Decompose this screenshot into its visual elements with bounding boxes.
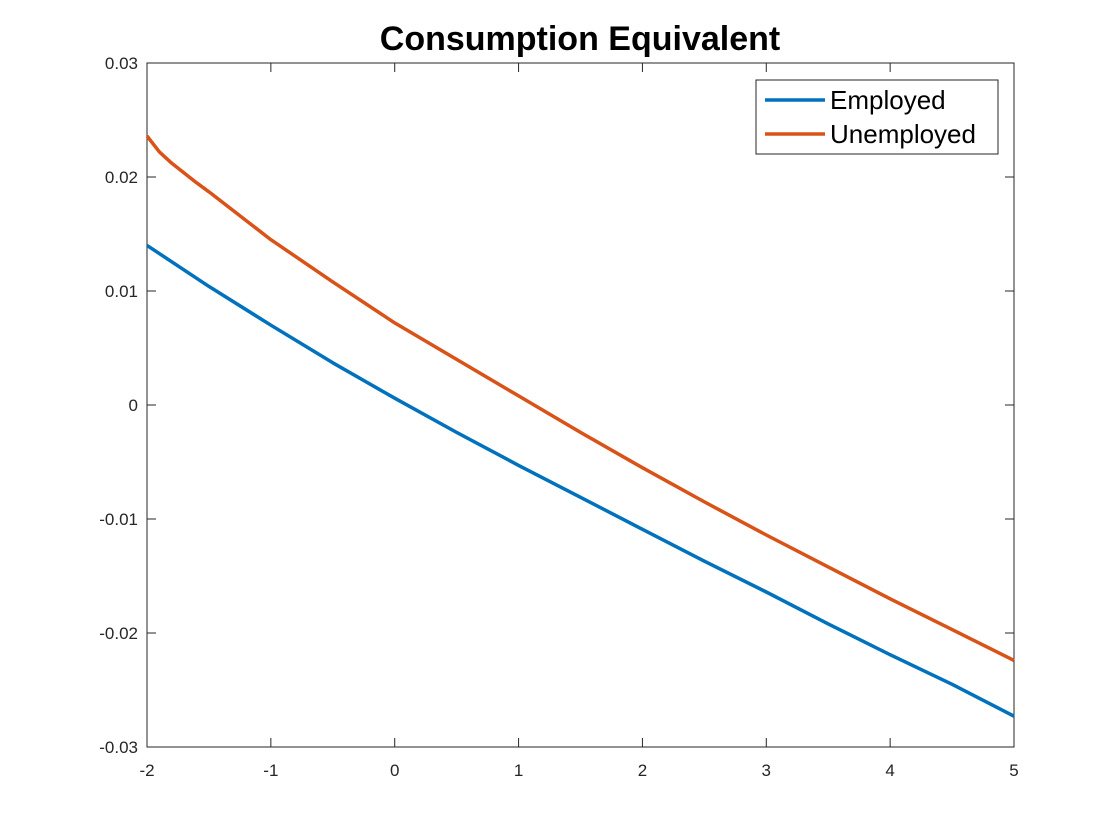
y-tick-label: 0.02 (105, 168, 138, 187)
x-tick-label: 2 (638, 761, 647, 780)
x-tick-label: 0 (390, 761, 399, 780)
y-tick-label: 0.01 (105, 282, 138, 301)
chart-title: Consumption Equivalent (380, 20, 780, 58)
y-tick-label: -0.02 (99, 624, 138, 643)
series-lines (145, 134, 1015, 718)
x-tick-label: 4 (885, 761, 894, 780)
y-tick-label: -0.03 (99, 738, 138, 757)
x-tick-label: 1 (514, 761, 523, 780)
series-line-employed (146, 243, 1015, 718)
axis-ticks (146, 62, 1015, 748)
plot-area-frame (146, 62, 1015, 748)
y-tick-label: 0.03 (105, 54, 138, 73)
series-line-unemployed (145, 134, 1015, 662)
axis-tick-labels: -2 -1 0 1 2 3 4 5 -0.03 -0.02 -0.01 0 0.01 0.02 0.03 (99, 54, 1018, 780)
legend-box (755, 79, 999, 155)
y-tick-label: 0 (129, 396, 138, 415)
x-tick-label: -2 (139, 761, 154, 780)
x-tick-label: -1 (263, 761, 278, 780)
legend-label-employed: Employed (830, 85, 946, 115)
x-tick-label: 3 (762, 761, 771, 780)
y-tick-label: -0.01 (99, 510, 138, 529)
legend: Employed Unemployed (755, 79, 999, 155)
x-tick-label: 5 (1009, 761, 1018, 780)
legend-label-unemployed: Unemployed (830, 119, 976, 149)
